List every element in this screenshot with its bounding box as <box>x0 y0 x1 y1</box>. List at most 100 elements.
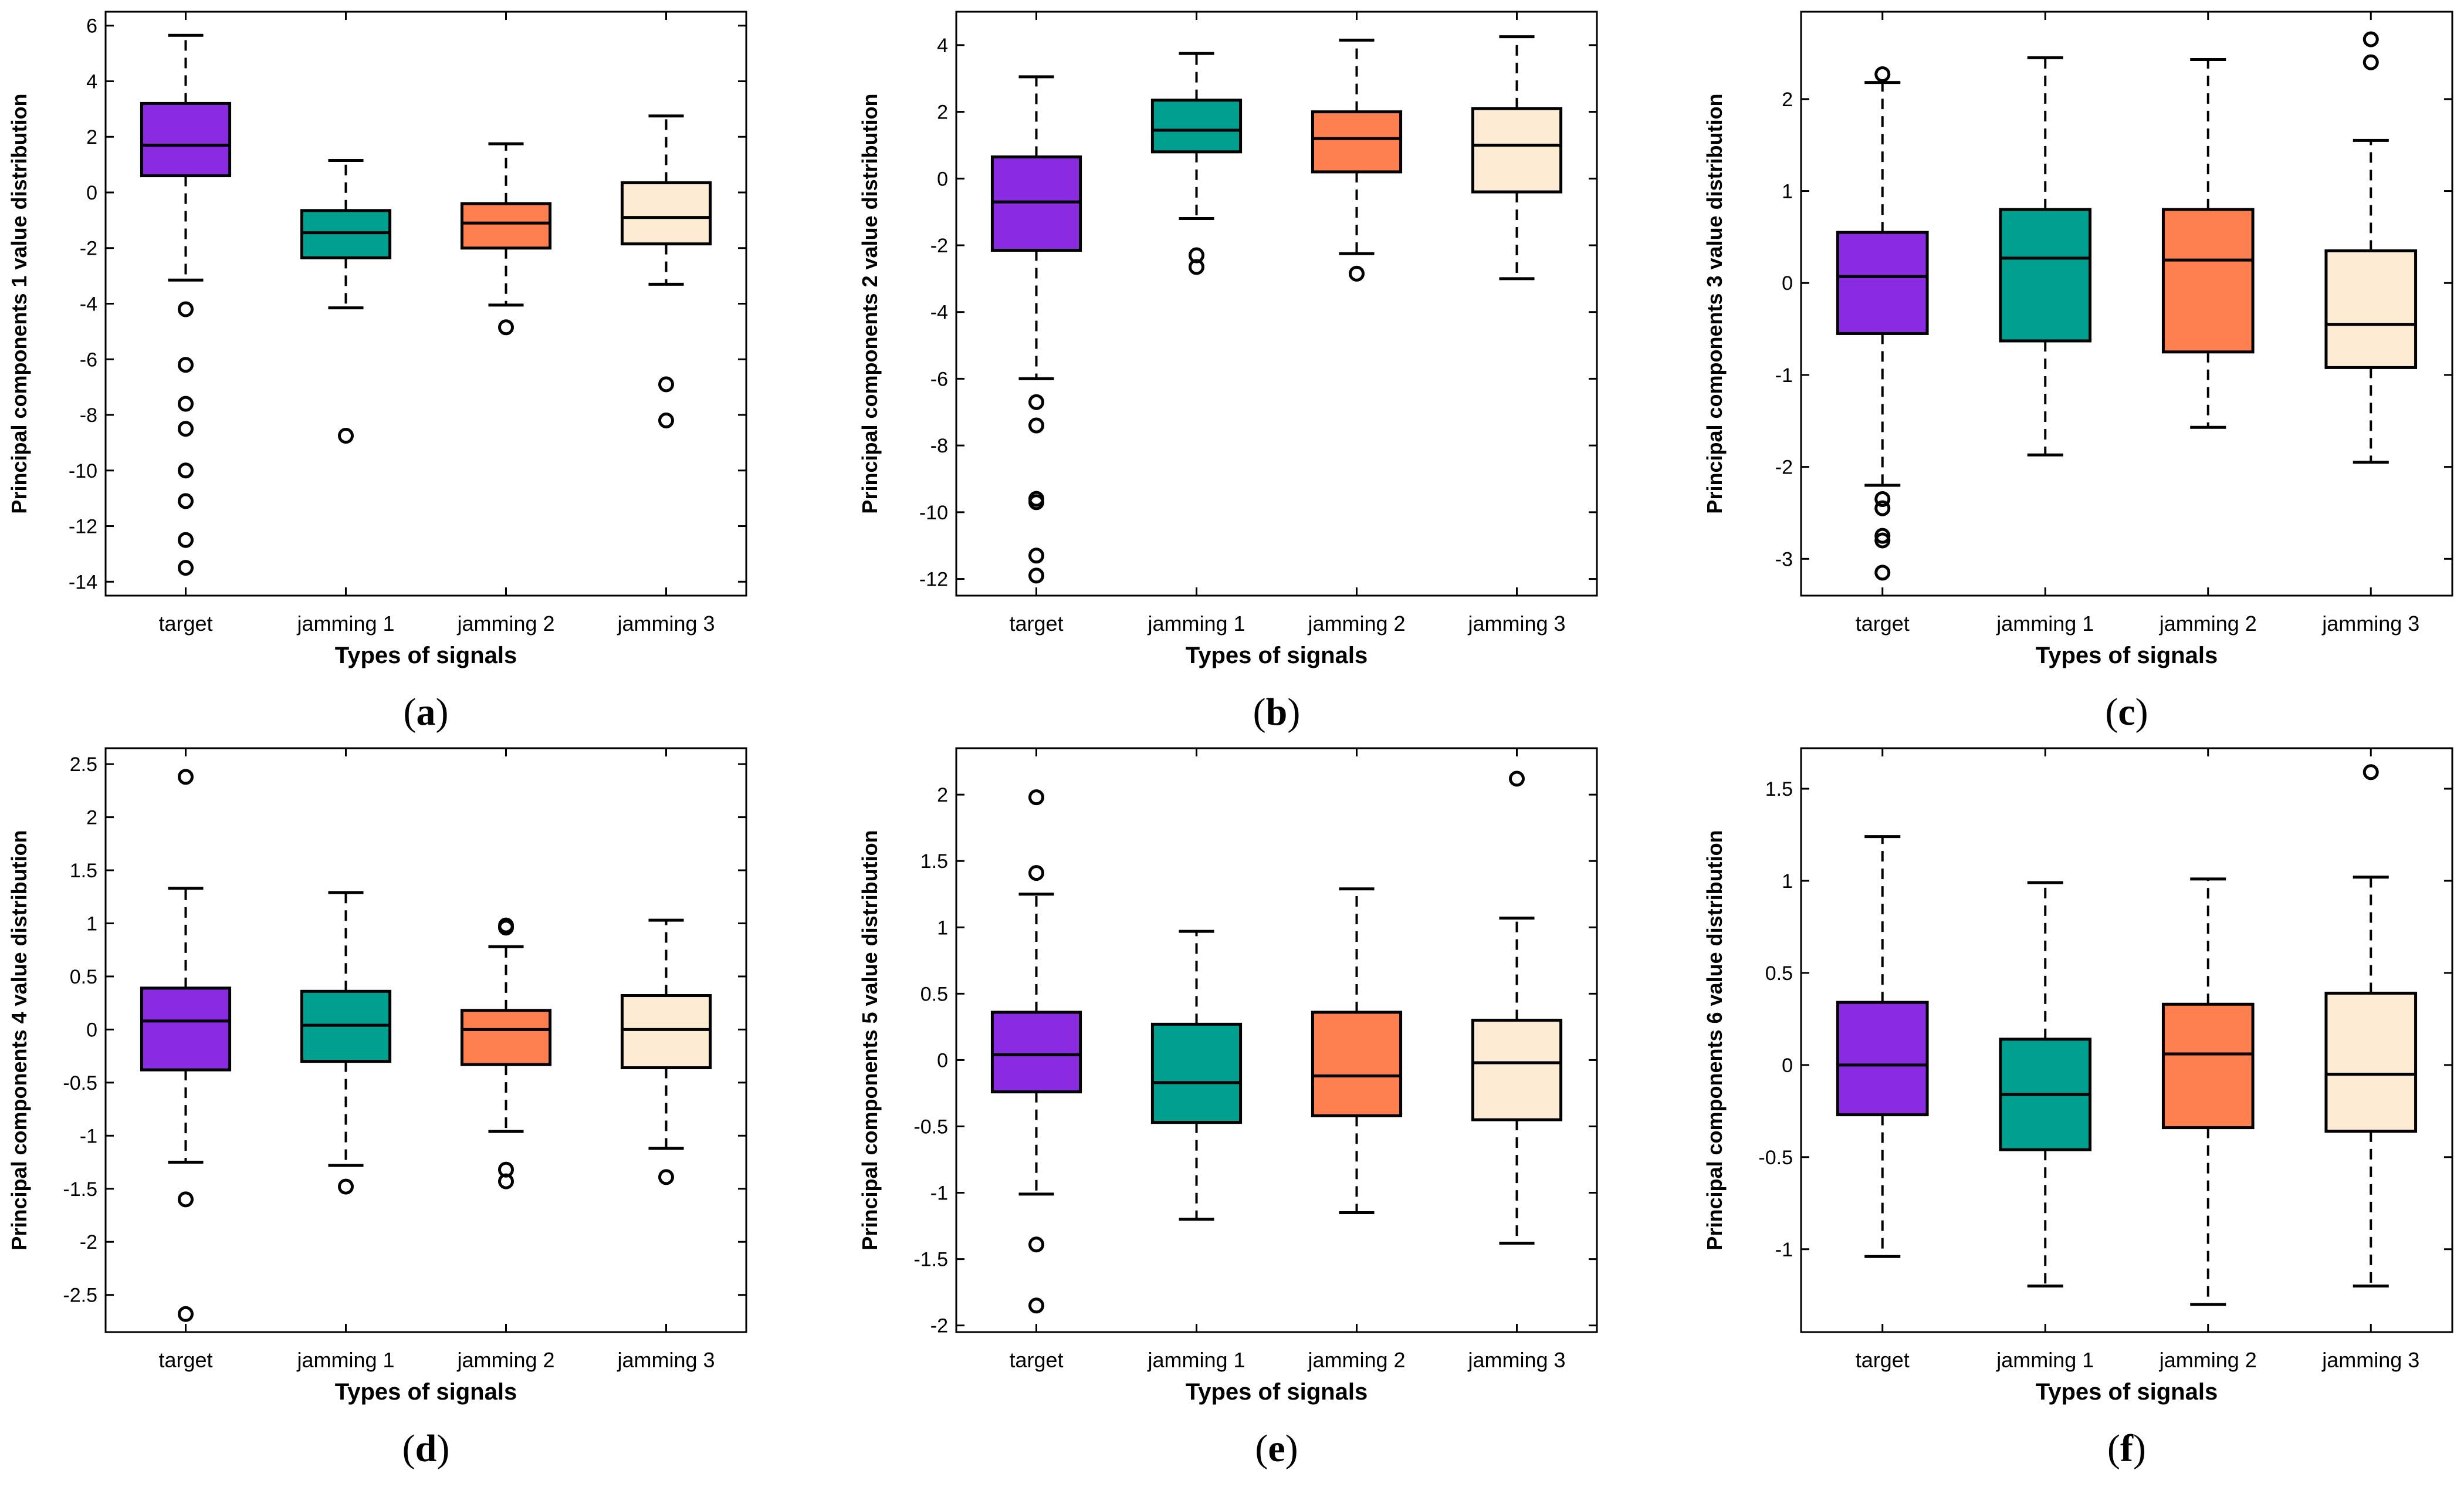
y-tick-label: 4 <box>86 70 97 93</box>
y-tick-label: 6 <box>86 15 97 38</box>
outlier-point <box>1874 528 1891 544</box>
box-jamming-3 <box>620 114 712 428</box>
outlier-point <box>2363 31 2379 48</box>
outlier-point <box>1509 770 1525 787</box>
iqr-box <box>140 986 232 1072</box>
panel-label: (a) <box>404 691 449 734</box>
outlier-point <box>178 462 194 479</box>
outlier-point <box>1028 865 1044 881</box>
iqr-box <box>2161 208 2255 354</box>
panel-a: 6 4 2 0 -2 -4 -6 -8 -10 -12 -14 target jamming 1 jamm… <box>7 11 747 734</box>
y-tick-label: -8 <box>930 435 948 457</box>
panel-label: (b) <box>1253 691 1301 734</box>
x-axis-label: Types of signals <box>1186 643 1368 668</box>
y-tick-label: -6 <box>80 349 97 371</box>
box-jamming-2 <box>2161 58 2255 429</box>
box-jamming-3 <box>2324 31 2418 464</box>
box-jamming-2 <box>1311 38 1403 282</box>
box-jamming-2 <box>460 142 552 336</box>
y-tick-label: 0 <box>86 182 97 204</box>
outlier-point <box>1028 1236 1044 1253</box>
iqr-box <box>1836 231 1929 335</box>
y-tick-label: 0 <box>1782 1055 1793 1077</box>
panel-label: (e) <box>1255 1427 1298 1470</box>
y-tick-label: 0.5 <box>70 966 97 988</box>
box-jamming-3 <box>620 918 712 1185</box>
box-target <box>1836 835 1929 1258</box>
box-jamming-1 <box>1999 881 2092 1288</box>
iqr-box <box>620 994 712 1070</box>
x-tick-label: jamming 1 <box>1147 1348 1245 1372</box>
panel-label: (c) <box>2105 691 2148 734</box>
y-tick-label: -1.5 <box>913 1249 948 1271</box>
y-tick-label: -2 <box>930 1315 948 1337</box>
y-tick-label: 0 <box>937 1049 948 1072</box>
box-jamming-3 <box>1471 770 1563 1245</box>
iqr-box <box>990 1011 1082 1094</box>
x-tick-label: jamming 1 <box>1996 1348 2094 1372</box>
y-tick-label: -4 <box>80 293 97 316</box>
y-tick-label: 0.5 <box>920 983 948 1005</box>
outlier-point <box>1189 259 1204 275</box>
outlier-point <box>1028 394 1044 410</box>
outlier-point <box>1874 532 1891 549</box>
iqr-box <box>140 102 232 178</box>
y-tick-label: 0 <box>1782 272 1793 295</box>
iqr-box <box>2161 1002 2255 1130</box>
y-axis-label: Principal components 3 value distributio… <box>1703 93 1727 513</box>
y-tick-label: -1 <box>80 1125 97 1147</box>
outlier-point <box>178 532 194 548</box>
outlier-point <box>338 1178 354 1195</box>
axes-frame <box>104 11 747 597</box>
x-tick-label: target <box>1009 611 1063 636</box>
axes-frame <box>104 747 747 1333</box>
x-tick-label: target <box>1856 611 1910 636</box>
y-tick-label: 2.5 <box>70 753 97 776</box>
outlier-point <box>1874 500 1891 516</box>
box-jamming-2 <box>460 917 552 1189</box>
y-tick-label: 1 <box>86 913 97 935</box>
axes-frame <box>955 747 1598 1333</box>
iqr-box <box>620 181 712 246</box>
y-tick-label: -10 <box>919 502 948 524</box>
outlier-point <box>178 769 194 785</box>
x-tick-label: jamming 2 <box>1307 1348 1405 1372</box>
y-tick-label: 0.5 <box>1765 962 1793 985</box>
box-jamming-2 <box>2161 877 2255 1306</box>
y-tick-label: 2 <box>86 126 97 148</box>
outlier-point <box>338 428 354 444</box>
y-tick-label: 2 <box>937 784 948 806</box>
iqr-box <box>1471 107 1563 194</box>
iqr-box <box>1836 1001 1929 1117</box>
y-tick-label: 1.5 <box>1765 778 1793 800</box>
x-tick-label: jamming 3 <box>1467 611 1565 636</box>
y-tick-label: -4 <box>930 302 948 324</box>
outlier-point <box>178 396 194 412</box>
y-axis-label: Principal components 5 value distributio… <box>858 830 882 1250</box>
outlier-point <box>498 1173 514 1189</box>
box-jamming-2 <box>1311 887 1403 1214</box>
axes-frame <box>1800 747 2453 1333</box>
y-tick-label: -1 <box>930 1182 948 1205</box>
x-tick-label: jamming 2 <box>1307 611 1405 636</box>
y-tick-label: 1.5 <box>920 850 948 873</box>
outlier-point <box>658 376 674 393</box>
panel-e: 2 1.5 1 0.5 0 -0.5 -1 -1.5 -2 target jamming 1 jamm… <box>858 747 1598 1470</box>
outlier-point <box>178 560 194 576</box>
box-target <box>990 789 1082 1314</box>
panel-b: 4 2 0 -2 -4 -6 -8 -10 -12 target jamming 1 jamming … <box>858 11 1598 734</box>
panel-d: 2.5 2 1.5 1 0.5 0 -0.5 -1 -1.5 -2 -2.5 target jammin… <box>7 747 747 1470</box>
y-tick-label: -2.5 <box>63 1285 97 1307</box>
x-tick-label: jamming 1 <box>1147 611 1245 636</box>
outlier-point <box>178 301 194 317</box>
iqr-box <box>2324 249 2418 369</box>
x-tick-label: jamming 1 <box>1996 611 2094 636</box>
y-tick-label: 1 <box>937 917 948 939</box>
y-tick-label: 4 <box>937 35 948 57</box>
x-tick-label: target <box>1856 1348 1910 1372</box>
box-jamming-1 <box>1150 52 1243 275</box>
x-axis-label: Types of signals <box>1186 1379 1368 1405</box>
x-tick-label: target <box>158 1348 212 1372</box>
outlier-point <box>1028 567 1044 584</box>
x-axis-label: Types of signals <box>335 1379 517 1405</box>
